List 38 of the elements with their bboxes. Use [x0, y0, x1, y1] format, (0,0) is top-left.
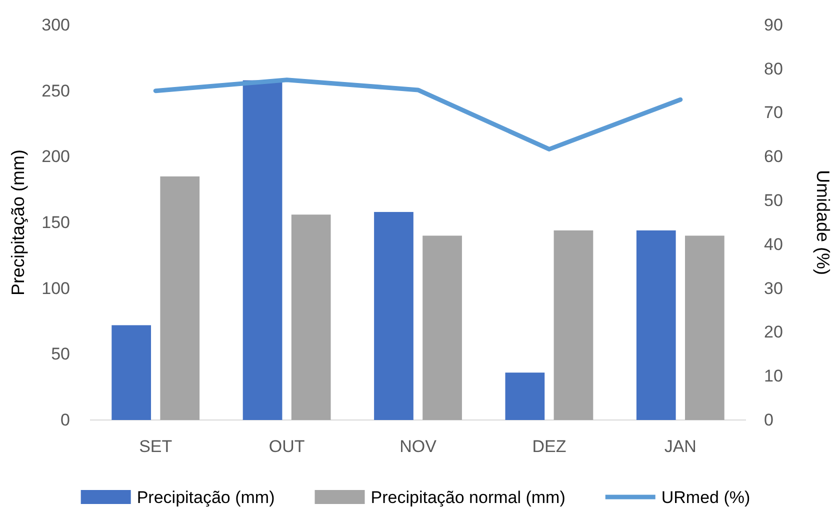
bar: [160, 176, 200, 420]
y-axis-title: Precipitação (mm): [8, 149, 28, 296]
y2-tick-label: 40: [764, 234, 783, 254]
legend-label: URmed (%): [661, 488, 750, 507]
x-tick-label: OUT: [268, 437, 305, 456]
bar: [505, 372, 545, 420]
y-tick-label: 300: [42, 15, 70, 34]
y-tick-label: 150: [42, 212, 70, 232]
legend-label: Precipitação (mm): [136, 488, 275, 507]
bar: [242, 80, 282, 420]
bar: [291, 214, 331, 420]
y2-axis-title: Umidade (%): [813, 170, 831, 276]
bar: [684, 236, 724, 420]
y2-tick-label: 20: [764, 322, 783, 342]
y2-tick-label: 10: [764, 366, 783, 386]
bar: [112, 325, 152, 420]
line-series: [153, 78, 683, 152]
y2-tick-label: 0: [764, 410, 774, 430]
legend-label: Precipitação normal (mm): [370, 488, 566, 507]
bar: [422, 236, 462, 420]
x-tick-label: NOV: [400, 437, 438, 456]
y-tick-label: 250: [42, 81, 70, 100]
y2-tick-label: 30: [764, 278, 783, 298]
y2-tick-label: 50: [764, 190, 783, 210]
y-tick-label: 200: [42, 147, 70, 166]
y-tick-label: 0: [60, 410, 70, 430]
bar: [554, 230, 594, 420]
x-tick-label: JAN: [664, 437, 696, 456]
y-tick-label: 100: [42, 278, 70, 298]
bar: [374, 212, 414, 420]
y2-tick-label: 70: [764, 103, 783, 122]
y2-tick-label: 90: [764, 15, 783, 34]
x-tick-label: DEZ: [532, 437, 566, 456]
y-tick-label: 50: [51, 344, 70, 364]
x-tick-label: SET: [139, 437, 172, 456]
bar: [636, 230, 676, 420]
y2-tick-label: 80: [764, 59, 783, 78]
y2-tick-label: 60: [764, 147, 783, 166]
